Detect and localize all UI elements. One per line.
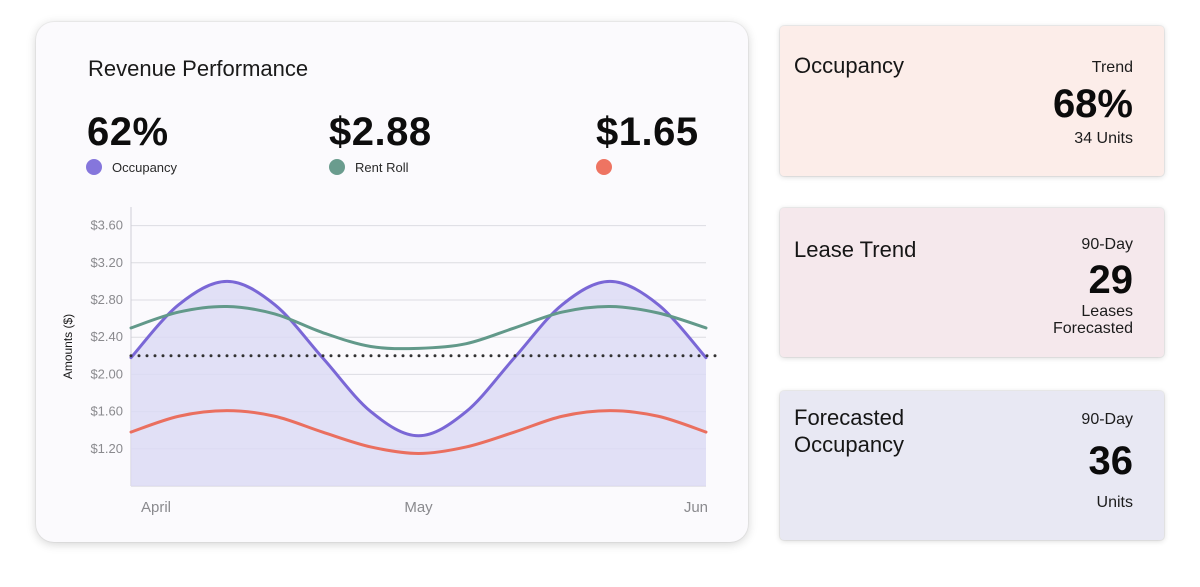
forecasted-occupancy-title-line2: Occupancy bbox=[794, 432, 905, 457]
legend-dot-third bbox=[596, 159, 612, 175]
occupancy-card-sub: 34 Units bbox=[1074, 130, 1133, 147]
forecasted-occupancy-card-sub: Units bbox=[1096, 494, 1133, 511]
legend-occupancy[interactable]: Occupancy bbox=[86, 159, 177, 175]
occupancy-card-label: Trend bbox=[1091, 59, 1133, 76]
occupancy-card-title: Occupancy bbox=[794, 53, 905, 78]
forecasted-occupancy-card-metrics: 90-Day 36 Units bbox=[1081, 411, 1133, 511]
y-tick-label: $2.00 bbox=[90, 366, 123, 381]
legend-dot-occupancy bbox=[86, 159, 102, 175]
occupancy-card[interactable]: Occupancy Trend 68% 34 Units bbox=[780, 26, 1164, 176]
kpi-third-value: $1.65 bbox=[596, 110, 699, 154]
lease-trend-card[interactable]: Lease Trend 90-Day 29 Leases Forecasted bbox=[780, 208, 1164, 357]
revenue-line-chart: $3.60 $3.20 $2.80 $2.40 $2.00 $1.60 $1.20 Amoun… bbox=[61, 207, 722, 516]
legend-label-occupancy: Occupancy bbox=[112, 159, 178, 175]
occupancy-card-metrics: Trend 68% 34 Units bbox=[1053, 59, 1133, 147]
lease-trend-card-metrics: 90-Day 29 Leases Forecasted bbox=[1053, 236, 1133, 337]
legend-rent-roll[interactable]: Rent Roll bbox=[329, 159, 408, 175]
forecasted-occupancy-card-title: Forecasted Occupancy bbox=[794, 404, 904, 458]
forecasted-occupancy-card-value: 36 bbox=[1088, 439, 1134, 483]
y-tick-label: $3.20 bbox=[90, 255, 123, 270]
lease-trend-card-sub2: Forecasted bbox=[1052, 320, 1133, 337]
occupancy-area-fill bbox=[131, 281, 706, 486]
y-tick-label: $1.60 bbox=[90, 404, 123, 419]
series-line-series-2 bbox=[129, 409, 708, 455]
legend-dot-rent-roll bbox=[329, 159, 345, 175]
legend-label-rent-roll: Rent Roll bbox=[355, 159, 409, 175]
card-title: Revenue Performance bbox=[88, 56, 309, 81]
y-tick-label: $2.80 bbox=[90, 292, 123, 307]
forecasted-occupancy-title-line1: Forecasted bbox=[794, 405, 905, 430]
lease-trend-card-title: Lease Trend bbox=[794, 237, 917, 262]
x-tick-label: May bbox=[404, 499, 433, 516]
x-tick-label: April bbox=[141, 499, 171, 516]
revenue-performance-card: Revenue Performance 62% $2.88 $1.65 Occu… bbox=[36, 22, 748, 542]
lease-trend-card-label: 90-Day bbox=[1081, 236, 1133, 253]
forecasted-occupancy-card-label: 90-Day bbox=[1081, 411, 1133, 428]
lease-trend-card-sub1: Leases bbox=[1081, 303, 1133, 320]
y-axis-label: Amounts ($) bbox=[61, 314, 75, 379]
y-tick-label: $1.20 bbox=[90, 441, 123, 456]
legend-third[interactable] bbox=[596, 159, 622, 175]
occupancy-card-value: 68% bbox=[1052, 82, 1133, 126]
series-line-rent-roll bbox=[129, 305, 708, 351]
kpi-rent-roll-value: $2.88 bbox=[329, 110, 432, 154]
y-tick-label: $2.40 bbox=[90, 329, 123, 344]
series-line-occupancy bbox=[129, 279, 708, 438]
x-tick-label: Jun bbox=[684, 499, 708, 516]
kpi-occupancy-value: 62% bbox=[87, 110, 169, 154]
y-tick-label: $3.60 bbox=[90, 218, 123, 233]
forecasted-occupancy-card[interactable]: Forecasted Occupancy 90-Day 36 Units bbox=[780, 391, 1164, 540]
lease-trend-card-value: 29 bbox=[1088, 258, 1134, 302]
